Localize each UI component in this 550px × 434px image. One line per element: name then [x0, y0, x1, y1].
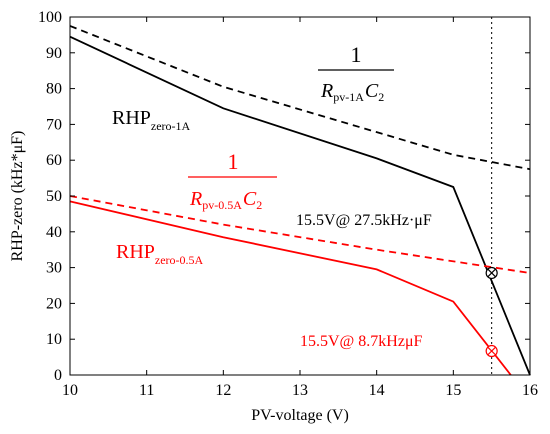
y-axis-label: RHP-zero (kHz*μF): [9, 131, 26, 262]
x-tick-label: 12: [215, 382, 231, 399]
annotation-1a: 15.5V@ 27.5kHz·μF: [296, 212, 432, 229]
series-line-2: [69, 25, 531, 171]
y-tick-label: 40: [46, 224, 62, 241]
x-axis-label: PV-voltage (V): [251, 407, 349, 424]
x-tick-label: 11: [139, 382, 154, 399]
y-tick-label: 60: [46, 152, 62, 169]
x-tick-label: 14: [369, 382, 385, 399]
series-line-3: [69, 200, 512, 376]
x-tick-label: 16: [522, 382, 538, 399]
y-tick-label: 70: [46, 116, 62, 133]
fraction-05a-numerator: 1: [228, 149, 239, 174]
x-tick-label: 13: [292, 382, 308, 399]
fraction-1a-numerator: 1: [351, 42, 362, 67]
fraction-05a-label: 1 Rpv-0.5AC2: [188, 149, 277, 212]
y-tick-label: 30: [46, 260, 62, 277]
y-tick-label: 80: [46, 81, 62, 98]
annotation-05a: 15.5V@ 8.7kHzμF: [300, 333, 423, 350]
series-line-1: [69, 35, 531, 376]
y-tick-label: 20: [46, 295, 62, 312]
y-tick-label: 50: [46, 188, 62, 205]
series-line-4: [69, 195, 531, 274]
fraction-1a-label: 1 Rpv-1AC2: [318, 42, 394, 104]
circled-x-marker-2: [485, 344, 498, 358]
circled-x-marker-1: [485, 266, 498, 280]
rhp-zero-05a-label: RHPzero-0.5A: [116, 241, 204, 267]
x-tick-label: 10: [62, 382, 78, 399]
y-tick-label: 0: [54, 367, 62, 384]
svg-text:Rpv-0.5AC2: Rpv-0.5AC2: [189, 188, 262, 212]
y-tick-label: 90: [46, 45, 62, 62]
plot-frame: [69, 16, 531, 376]
rhp-zero-1a-label: RHPzero-1A: [112, 107, 191, 133]
y-tick-label: 100: [38, 9, 62, 26]
y-tick-label: 10: [46, 331, 62, 348]
x-tick-label: 15: [445, 382, 461, 399]
svg-text:Rpv-1AC2: Rpv-1AC2: [320, 80, 384, 104]
